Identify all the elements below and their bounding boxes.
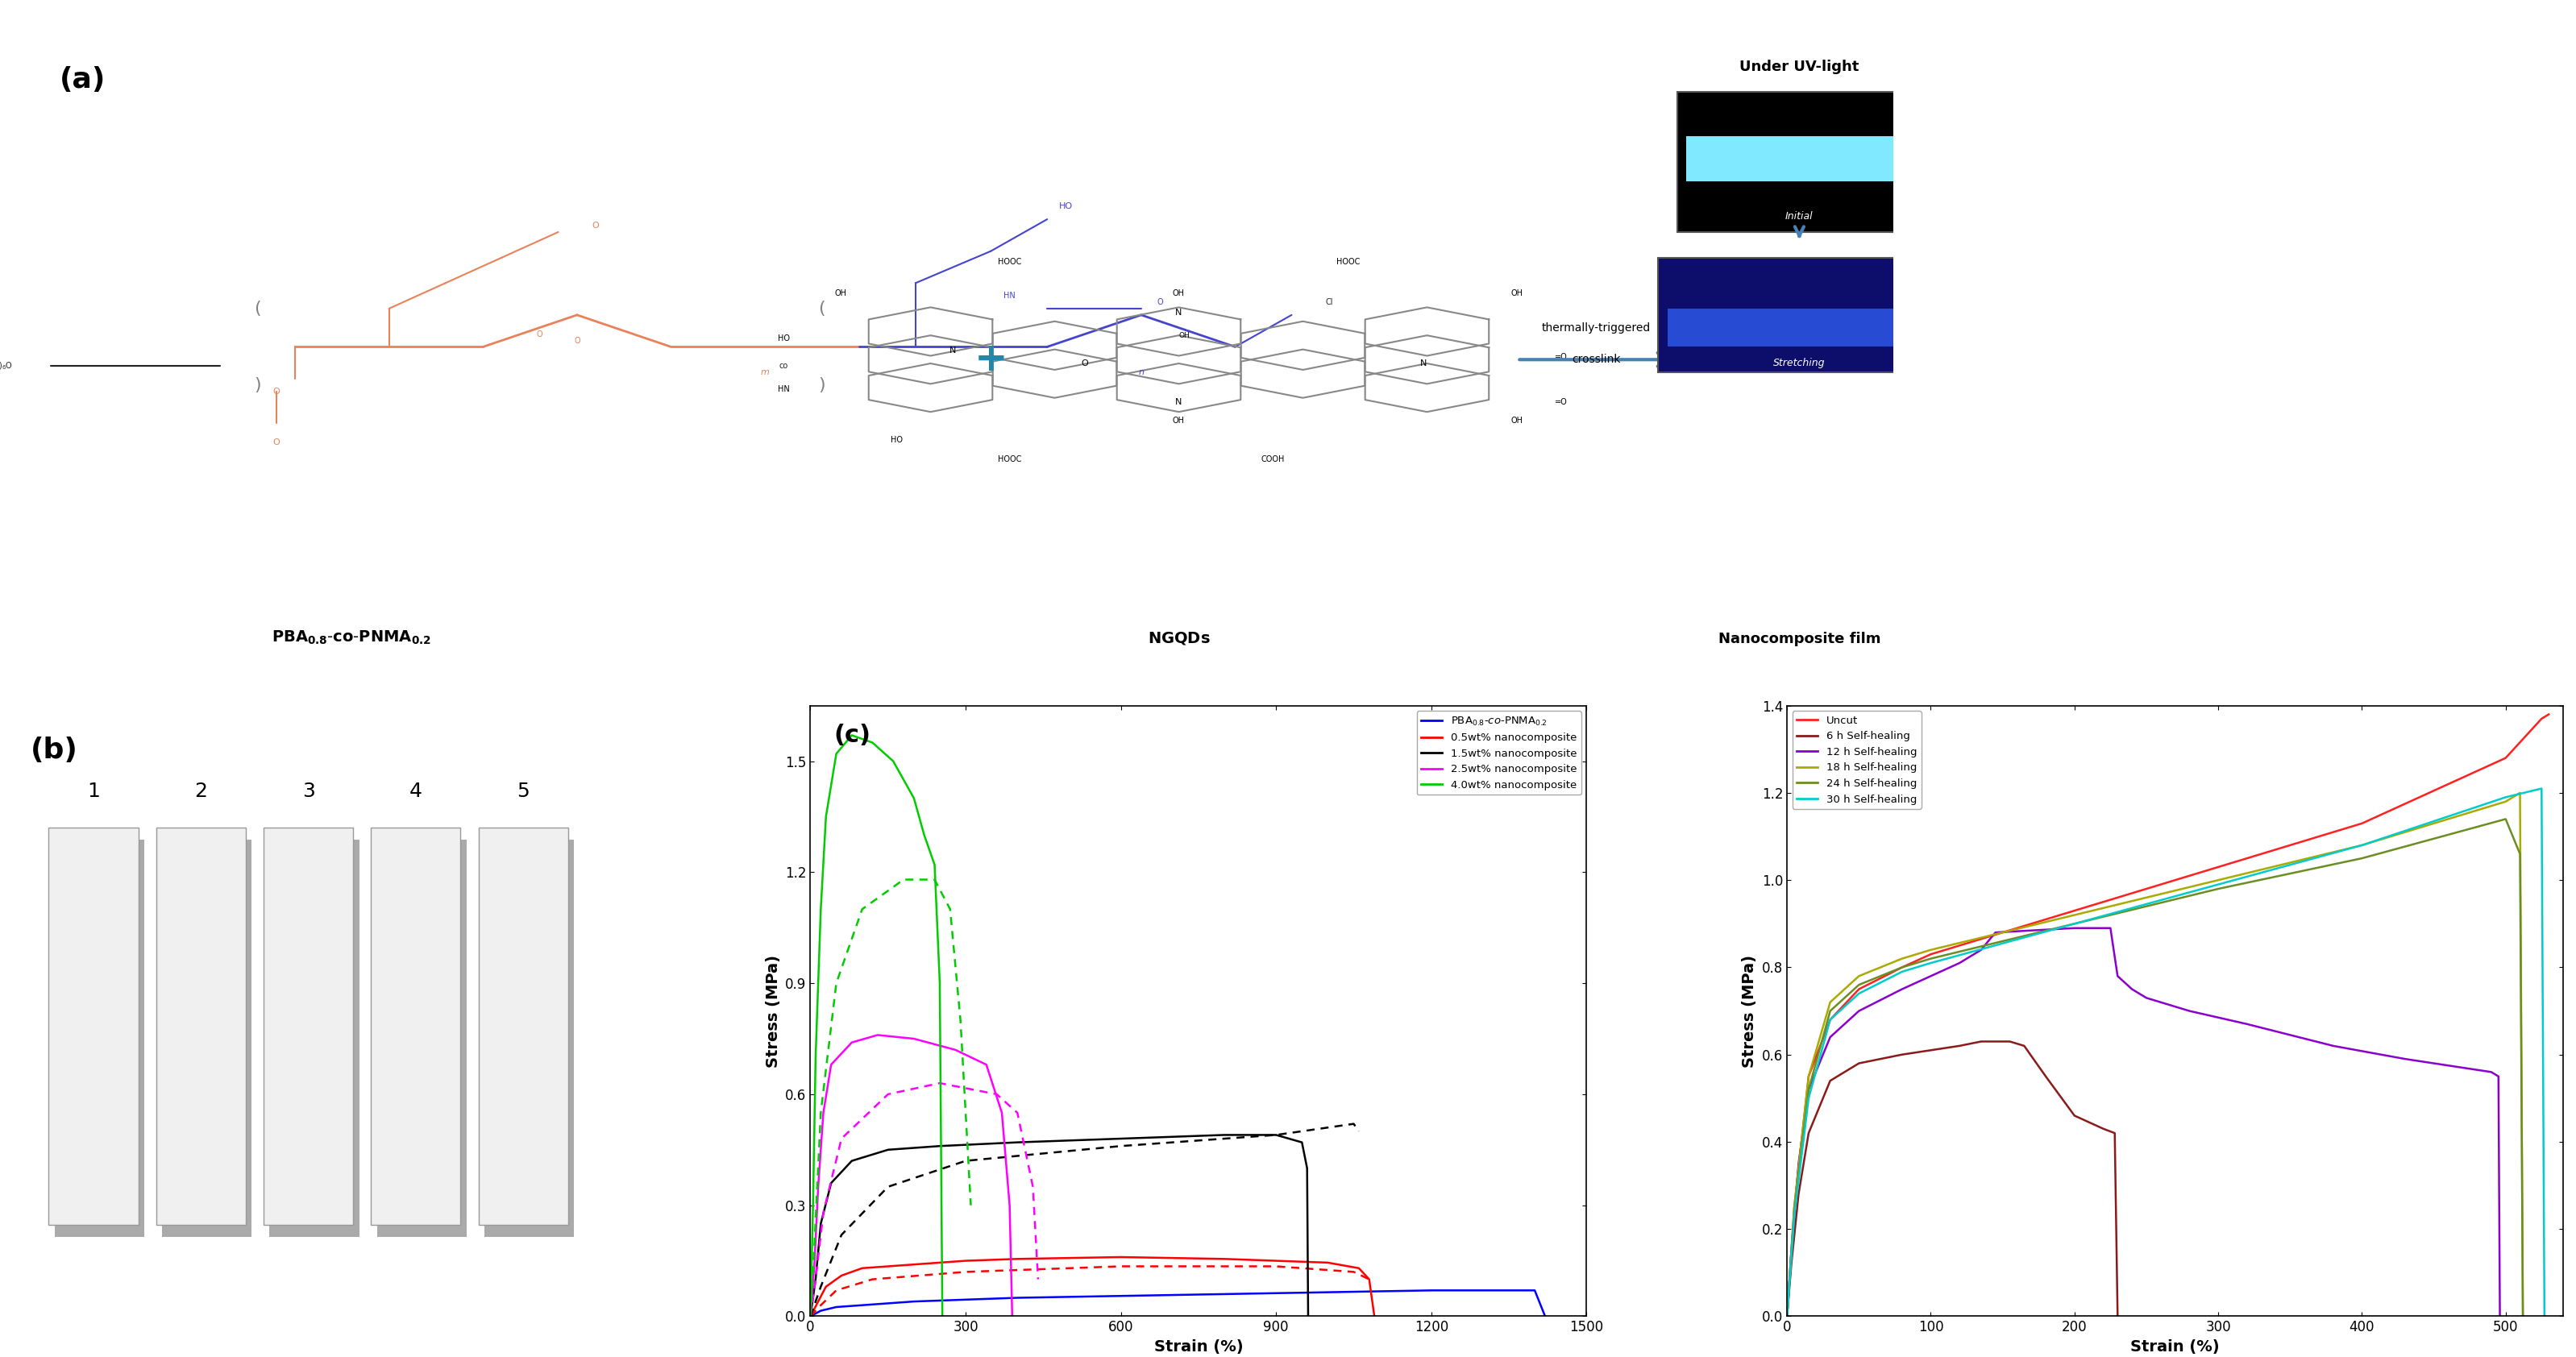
- Bar: [484, 840, 574, 1238]
- Text: HOOC: HOOC: [997, 258, 1020, 266]
- Bar: [263, 828, 353, 1224]
- Bar: [1659, 258, 1940, 372]
- Bar: [270, 840, 358, 1238]
- Text: N: N: [951, 347, 956, 354]
- Text: Under UV-light: Under UV-light: [1739, 60, 1860, 75]
- Text: $\mathbf{NGQDs}$: $\mathbf{NGQDs}$: [1146, 631, 1211, 647]
- X-axis label: Strain (%): Strain (%): [1154, 1339, 1244, 1354]
- Text: OH: OH: [1512, 417, 1522, 425]
- Text: OH: OH: [1172, 289, 1185, 297]
- Legend: PBA$_{0.8}$-$co$-PNMA$_{0.2}$, 0.5wt% nanocomposite, 1.5wt% nanocomposite, 2.5wt: PBA$_{0.8}$-$co$-PNMA$_{0.2}$, 0.5wt% na…: [1417, 711, 1582, 795]
- Text: +: +: [974, 341, 1007, 379]
- Text: 3: 3: [301, 782, 314, 801]
- Text: O: O: [273, 438, 281, 446]
- Text: HOOC: HOOC: [1337, 258, 1360, 266]
- Text: HO: HO: [1059, 202, 1072, 210]
- Bar: [1687, 136, 1911, 180]
- Text: $\mathbf{PBA_{0.8}\text{-}co\text{-}PNMA_{0.2}}$: $\mathbf{PBA_{0.8}\text{-}co\text{-}PNMA…: [270, 630, 430, 647]
- Text: Initial: Initial: [1785, 210, 1814, 221]
- Text: ): ): [819, 377, 824, 394]
- Y-axis label: Stress (MPa): Stress (MPa): [1741, 954, 1757, 1068]
- Text: HO: HO: [778, 334, 791, 342]
- Text: HO: HO: [891, 436, 902, 444]
- Text: O: O: [1082, 360, 1087, 368]
- Bar: [49, 828, 139, 1224]
- Text: OH: OH: [1180, 331, 1190, 339]
- Text: N: N: [1175, 308, 1182, 316]
- Text: thermally-triggered: thermally-triggered: [1543, 322, 1651, 334]
- Bar: [376, 840, 466, 1238]
- Text: HOOC: HOOC: [997, 455, 1020, 463]
- X-axis label: Strain (%): Strain (%): [2130, 1339, 2221, 1354]
- Bar: [1677, 92, 1922, 232]
- Text: (: (: [255, 300, 260, 316]
- Bar: [479, 828, 569, 1224]
- Text: Stretching: Stretching: [1772, 357, 1826, 368]
- Text: HN: HN: [778, 385, 791, 394]
- Bar: [54, 840, 144, 1238]
- Text: =O: =O: [1556, 353, 1569, 361]
- Text: N: N: [1419, 360, 1427, 368]
- Text: =O: =O: [1556, 398, 1569, 406]
- Text: O: O: [574, 337, 580, 345]
- Text: COOH: COOH: [1262, 455, 1285, 463]
- Text: co: co: [781, 362, 788, 370]
- Y-axis label: Stress (MPa): Stress (MPa): [765, 954, 781, 1068]
- Text: OH: OH: [1172, 417, 1185, 425]
- Text: (b): (b): [31, 735, 77, 764]
- Text: OH: OH: [1512, 289, 1522, 297]
- Text: ): ): [255, 377, 260, 394]
- Text: N: N: [1175, 398, 1182, 406]
- Bar: [157, 828, 245, 1224]
- Text: (a): (a): [59, 66, 106, 94]
- Text: 1: 1: [88, 782, 100, 801]
- Legend: Uncut, 6 h Self-healing, 12 h Self-healing, 18 h Self-healing, 24 h Self-healing: Uncut, 6 h Self-healing, 12 h Self-heali…: [1793, 711, 1922, 809]
- Text: (d): (d): [1811, 725, 1850, 748]
- Text: Nanocomposite film: Nanocomposite film: [1718, 632, 1880, 647]
- Text: n: n: [1139, 368, 1144, 376]
- Text: m: m: [760, 368, 770, 376]
- Text: 2: 2: [193, 782, 209, 801]
- Text: Cl: Cl: [1327, 299, 1332, 307]
- Text: crosslink: crosslink: [1571, 354, 1620, 365]
- Bar: [1667, 308, 1932, 347]
- Text: (: (: [819, 300, 824, 316]
- Text: OH: OH: [835, 289, 848, 297]
- Text: (c): (c): [835, 725, 871, 748]
- Text: HN: HN: [1005, 292, 1015, 300]
- Bar: [162, 840, 252, 1238]
- Text: O: O: [273, 388, 281, 395]
- Text: 4: 4: [410, 782, 422, 801]
- Text: O: O: [1157, 299, 1162, 307]
- Text: 5: 5: [518, 782, 531, 801]
- Text: O: O: [592, 221, 600, 229]
- Bar: [371, 828, 461, 1224]
- Text: $\mathregular{A_3N(H_2C)_6O}$: $\mathregular{A_3N(H_2C)_6O}$: [0, 361, 13, 372]
- Text: O: O: [536, 330, 544, 338]
